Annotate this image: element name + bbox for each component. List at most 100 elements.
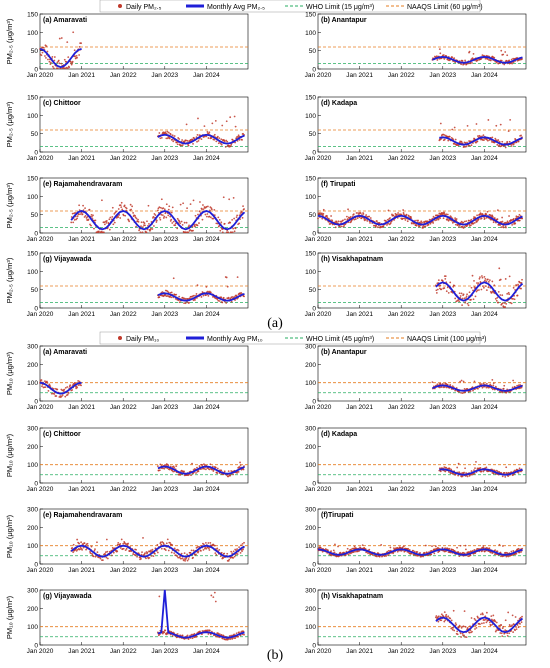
- x-tick-label: Jan 2020: [305, 72, 332, 79]
- daily-point: [167, 464, 170, 467]
- daily-point: [440, 613, 443, 616]
- daily-point: [61, 394, 64, 396]
- daily-point: [43, 47, 45, 49]
- daily-point: [460, 140, 463, 143]
- daily-point: [238, 138, 241, 141]
- daily-point: [97, 556, 100, 559]
- daily-point: [167, 214, 170, 217]
- daily-point: [160, 213, 163, 216]
- x-tick-label: Jan 2020: [27, 404, 54, 411]
- daily-point: [194, 214, 197, 217]
- daily-point: [465, 636, 468, 638]
- daily-point: [78, 542, 81, 545]
- legend: [99, 0, 481, 13]
- legend-daily-marker: [118, 336, 122, 340]
- daily-point: [146, 220, 148, 223]
- daily-point: [228, 198, 231, 201]
- daily-point: [225, 276, 228, 279]
- daily-point: [497, 290, 500, 293]
- y-tick-label: 300: [27, 344, 38, 351]
- y-tick-label: 100: [27, 462, 38, 469]
- daily-point: [205, 135, 208, 138]
- daily-point: [475, 624, 477, 627]
- legend-daily-marker: [118, 4, 122, 8]
- daily-point: [161, 467, 164, 470]
- daily-point: [115, 210, 118, 213]
- daily-point: [128, 220, 131, 223]
- daily-point: [152, 555, 155, 558]
- daily-point: [512, 297, 515, 300]
- daily-point: [517, 471, 520, 474]
- daily-point: [196, 284, 199, 287]
- y-tick-label: 100: [305, 624, 316, 631]
- daily-point: [179, 203, 182, 206]
- daily-point: [514, 222, 517, 225]
- daily-point: [181, 139, 184, 141]
- daily-point: [349, 216, 352, 218]
- y-tick-label: 100: [27, 624, 38, 631]
- daily-point: [501, 545, 504, 547]
- subplot-title: (d) Kadapa: [321, 431, 357, 438]
- daily-point: [210, 594, 213, 597]
- daily-point: [168, 630, 171, 633]
- daily-point: [493, 217, 496, 219]
- daily-point: [216, 467, 219, 470]
- daily-point: [326, 216, 329, 219]
- y-tick-label: 0: [312, 150, 316, 157]
- daily-point: [158, 595, 161, 598]
- daily-point: [165, 137, 168, 140]
- daily-point: [206, 629, 209, 632]
- daily-point: [56, 388, 59, 391]
- daily-point: [151, 548, 154, 551]
- daily-point: [153, 225, 155, 227]
- daily-point: [483, 139, 485, 142]
- daily-point: [442, 386, 445, 389]
- daily-point: [79, 213, 82, 216]
- daily-point: [223, 222, 226, 225]
- daily-point: [520, 621, 523, 624]
- daily-point: [452, 626, 455, 629]
- monthly-avg-line: [435, 616, 524, 634]
- daily-point: [470, 224, 472, 227]
- daily-point: [163, 208, 166, 211]
- y-tick-label: 300: [305, 507, 316, 514]
- daily-point: [511, 386, 514, 389]
- subplot-aamaravati: [39, 13, 249, 70]
- daily-point: [497, 139, 500, 141]
- daily-point: [344, 554, 347, 556]
- daily-point: [180, 144, 183, 147]
- daily-point: [486, 139, 489, 142]
- daily-point: [72, 543, 75, 546]
- daily-point: [192, 556, 194, 559]
- daily-point: [480, 288, 483, 291]
- daily-point: [125, 207, 128, 210]
- daily-point: [202, 549, 205, 551]
- daily-point: [117, 541, 120, 544]
- daily-point: [122, 214, 125, 217]
- daily-point: [125, 547, 128, 550]
- daily-point: [516, 384, 518, 387]
- x-tick-label: Jan 2024: [471, 236, 498, 243]
- daily-point: [119, 543, 122, 545]
- daily-point: [215, 222, 218, 225]
- x-tick-label: Jan 2020: [27, 311, 54, 318]
- daily-point: [135, 548, 137, 551]
- daily-point: [207, 542, 210, 544]
- daily-point: [76, 56, 79, 59]
- daily-point: [45, 56, 47, 59]
- daily-point: [205, 541, 207, 544]
- y-tick-label: 0: [34, 231, 38, 238]
- daily-point: [504, 629, 507, 631]
- daily-point: [103, 223, 106, 226]
- daily-point: [155, 219, 158, 222]
- x-tick-label: Jan 2022: [388, 155, 415, 162]
- daily-point: [496, 550, 499, 553]
- daily-point: [359, 212, 362, 215]
- daily-point: [347, 208, 349, 211]
- daily-point: [242, 548, 244, 551]
- daily-point: [434, 219, 436, 222]
- daily-point: [470, 286, 473, 289]
- y-tick-label: 300: [305, 426, 316, 433]
- daily-point: [200, 138, 203, 141]
- daily-point: [376, 220, 378, 223]
